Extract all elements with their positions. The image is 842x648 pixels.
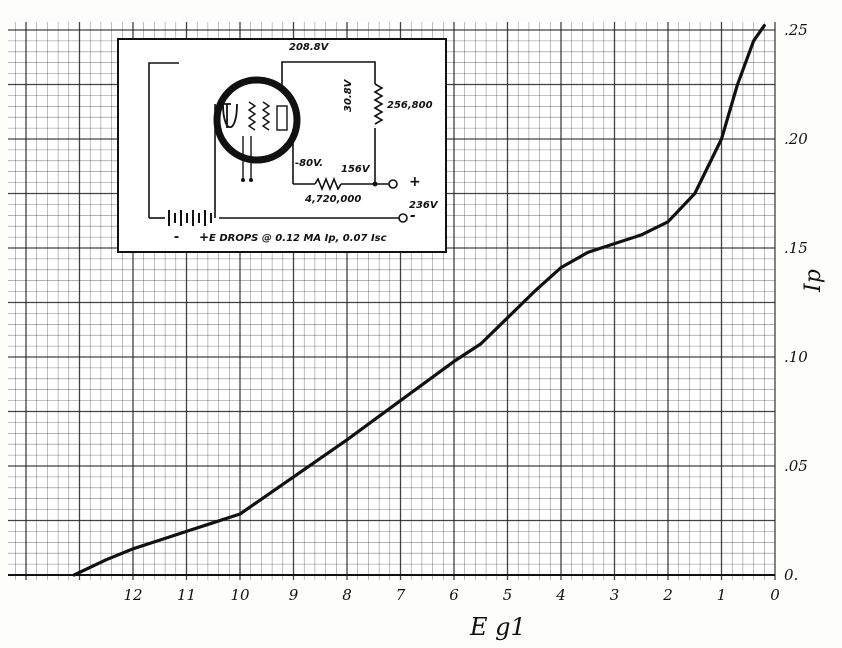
curve-layer — [72, 24, 766, 577]
x-tick-label: 12 — [123, 586, 142, 604]
ip-curve — [72, 24, 766, 577]
label-plate-voltage: 208.8V — [289, 42, 329, 53]
x-axis-label: E g1 — [469, 613, 526, 641]
label-battery-plus: + — [199, 230, 210, 244]
caption-voltage-drops: E DROPS @ 0.12 MA Ip, 0.07 Isc — [209, 233, 387, 244]
y-tick-label: 0. — [784, 566, 798, 584]
x-tick-label: 5 — [503, 586, 513, 604]
y-axis-label: Ip — [801, 269, 826, 293]
tick-labels: 12 11 10 9 8 7 6 5 4 3 2 1 00..05.10.15.20.25 — [123, 21, 808, 604]
x-tick-label: 3 — [610, 586, 620, 604]
label-plate-resistance: 256,800 — [387, 100, 433, 111]
label-battery-minus: - — [174, 230, 180, 245]
y-tick-label: .20 — [784, 130, 808, 148]
x-tick-label: 0 — [770, 586, 780, 604]
x-tick-label: 6 — [449, 586, 459, 604]
label-grid-voltage: -80V. — [295, 158, 324, 169]
circuit-diagram — [148, 61, 408, 226]
label-minus-terminal: - — [410, 208, 416, 224]
y-tick-label: .10 — [784, 348, 808, 366]
y-tick-label: .05 — [784, 457, 808, 475]
x-tick-label: 11 — [177, 586, 196, 604]
x-tick-label: 1 — [717, 586, 727, 604]
x-tick-label: 8 — [342, 586, 352, 604]
label-bias-voltage: 156V — [341, 164, 370, 175]
x-tick-label: 7 — [396, 586, 406, 604]
label-supply-voltage: 236V — [409, 200, 438, 211]
label-resistor-voltage: 30.8V — [343, 79, 354, 112]
y-tick-label: .15 — [784, 239, 808, 257]
label-grid-resistance: 4,720,000 — [305, 194, 362, 205]
x-tick-label: 9 — [289, 586, 299, 604]
x-tick-label: 2 — [662, 586, 673, 604]
y-tick-label: .25 — [784, 21, 808, 39]
x-tick-label: 4 — [555, 586, 566, 604]
label-plus-terminal: + — [409, 174, 421, 190]
circuit-inset: 208.8V 30.8V 256,800 -80V. 156V 4,720,00… — [117, 38, 447, 253]
x-tick-label: 10 — [230, 586, 250, 604]
